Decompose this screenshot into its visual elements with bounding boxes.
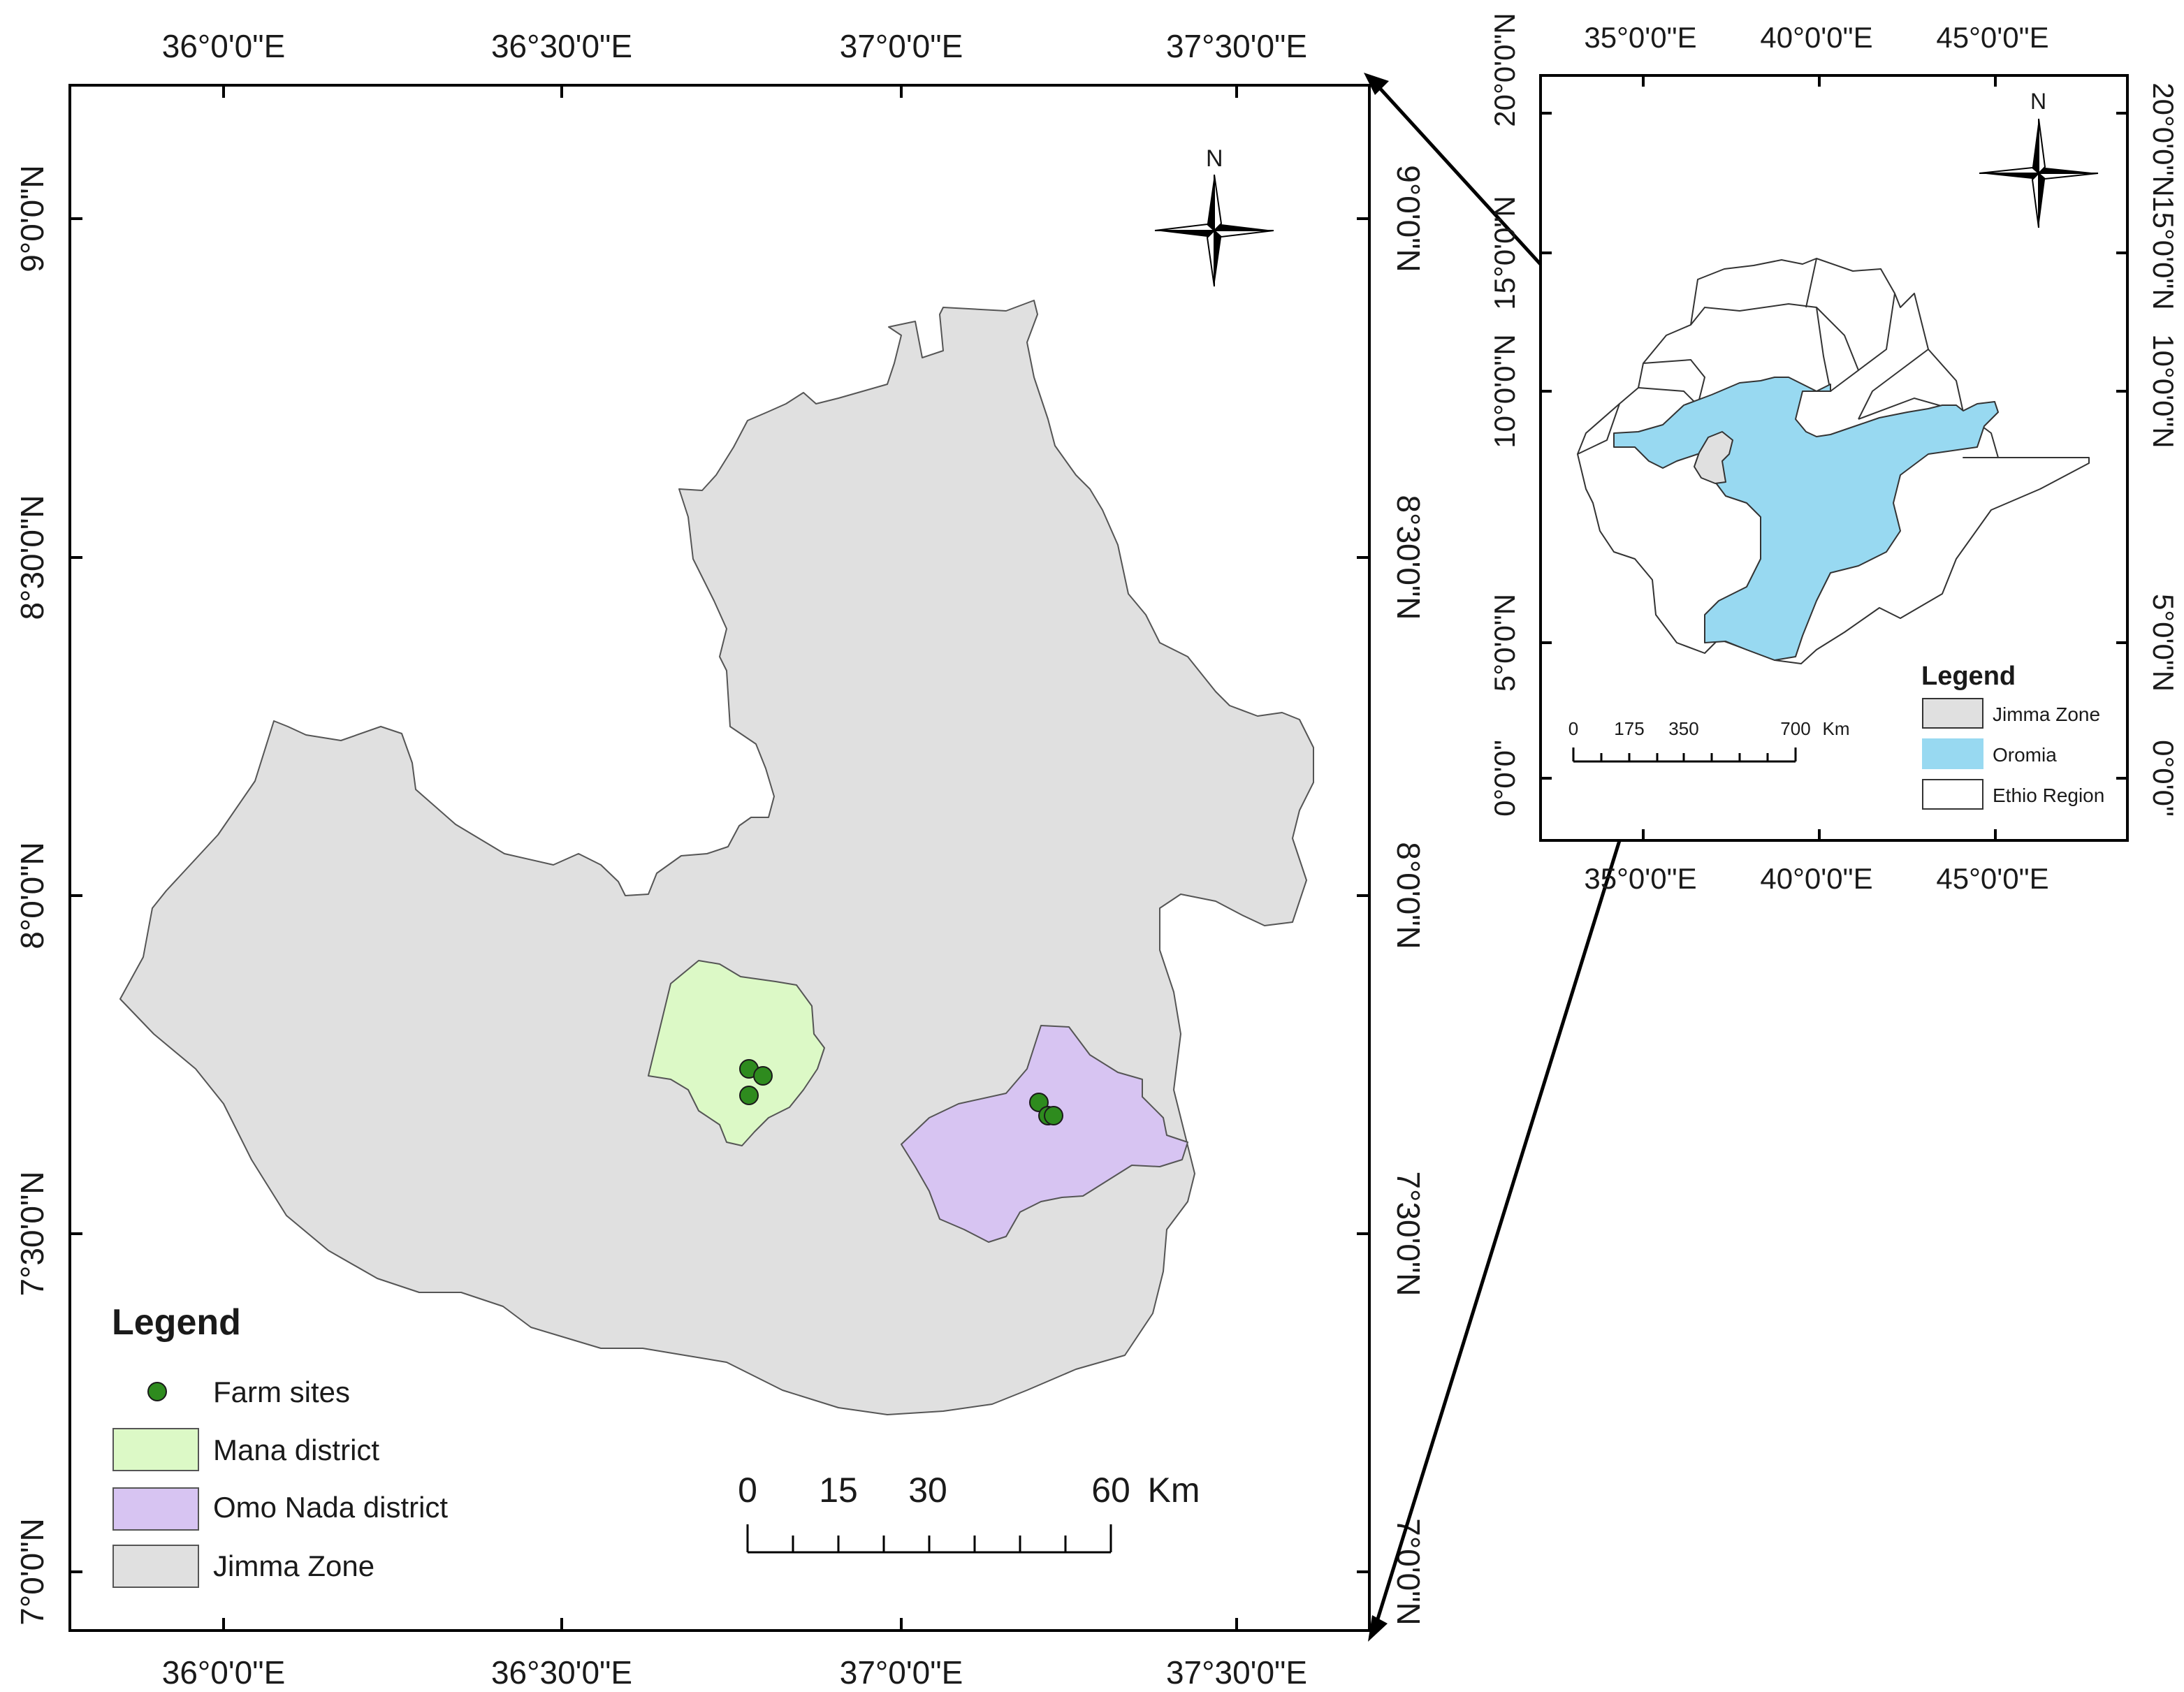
legend-item-label: Farm sites xyxy=(213,1376,350,1408)
lon-label: 40°0'0"E xyxy=(1760,862,1872,895)
legend-jimma-swatch xyxy=(112,1545,199,1588)
main-legend: Legend Farm sites Mana district Omo Nada… xyxy=(112,1302,448,1588)
main-map-ticks xyxy=(70,85,1369,1631)
scale-label: 350 xyxy=(1668,718,1698,739)
inset-map: N 35°0'0"E 40°0'0"E 45°0'0"E 35°0'0"E 40… xyxy=(1488,13,2180,895)
legend-item-label: Omo Nada district xyxy=(213,1491,448,1524)
lat-label: 8°30'0"N xyxy=(14,495,50,620)
lat-label: 15°0'0"N xyxy=(1488,196,1521,310)
lat-label: 0°0'0" xyxy=(2147,740,2180,817)
main-left-lat-labels: 9°0'0"N 8°30'0"N 8°0'0"N 7°30'0"N 7°0'0"… xyxy=(14,165,50,1625)
inset-map-ticks xyxy=(1541,75,2127,840)
lon-label: 37°30'0"E xyxy=(1166,1654,1307,1691)
scale-label: 0 xyxy=(738,1471,757,1510)
lat-label: 5°0'0"N xyxy=(2147,594,2180,692)
farm-site xyxy=(1029,1093,1049,1112)
scale-label: 60 xyxy=(1091,1471,1130,1510)
ethiopia-region-borders xyxy=(1577,258,1964,455)
lon-label: 37°30'0"E xyxy=(1166,28,1307,64)
lat-label: 9°0'0"N xyxy=(14,165,50,272)
legend-mana-swatch xyxy=(112,1428,199,1471)
omo-nada-district-polygon xyxy=(901,1025,1188,1243)
lon-label: 40°0'0"E xyxy=(1760,21,1872,54)
farm-site xyxy=(753,1066,773,1086)
lat-label: 8°30'0"N xyxy=(1390,495,1427,620)
scale-label: 700 xyxy=(1780,718,1810,739)
lon-label: 35°0'0"E xyxy=(1584,21,1696,54)
inset-legend: Legend Jimma Zone Oromia Ethio Region xyxy=(1921,662,2104,810)
legend-title: Legend xyxy=(112,1302,241,1343)
lon-label: 36°30'0"E xyxy=(491,1654,632,1691)
lat-label: 8°0'0"N xyxy=(1390,842,1427,949)
inset-north-arrow-icon: N xyxy=(1979,89,2099,228)
lat-label: 10°0'0"N xyxy=(1488,334,1521,448)
legend-item-label: Jimma Zone xyxy=(1993,703,2100,725)
scale-label: 15 xyxy=(819,1471,858,1510)
legend-jimma-swatch xyxy=(1922,698,1983,729)
legend-item-label: Ethio Region xyxy=(1993,785,2104,806)
legend-title: Legend xyxy=(1921,662,2016,691)
farm-site xyxy=(1044,1106,1063,1125)
scale-unit: Km xyxy=(1148,1471,1200,1510)
scale-label: 0 xyxy=(1568,718,1578,739)
lat-label: 8°0'0"N xyxy=(14,842,50,949)
scale-unit: Km xyxy=(1823,718,1850,739)
legend-farm-site-symbol xyxy=(147,1382,167,1401)
inset-bottom-lon-labels: 35°0'0"E 40°0'0"E 45°0'0"E xyxy=(1584,862,2048,895)
legend-item-label: Oromia xyxy=(1993,744,2057,766)
inset-left-lat-labels: 20°0'0"N 15°0'0"N 10°0'0"N 5°0'0"N 0°0'0… xyxy=(1488,13,1521,817)
lon-label: 36°0'0"E xyxy=(162,28,286,64)
inset-scale-bar: 0 175 350 700 Km xyxy=(1568,718,1850,763)
lon-label: 36°30'0"E xyxy=(491,28,632,64)
lat-label: 7°30'0"N xyxy=(1390,1171,1427,1296)
lon-label: 45°0'0"E xyxy=(1936,862,2048,895)
lon-label: 45°0'0"E xyxy=(1936,21,2048,54)
lon-label: 37°0'0"E xyxy=(840,28,963,64)
inset-right-lat-labels: 20°0'0"N 15°0'0"N 10°0'0"N 5°0'0"N 0°0'0… xyxy=(2147,82,2180,817)
mana-district-polygon xyxy=(648,960,825,1146)
lat-label: 7°0'0"N xyxy=(1390,1518,1427,1625)
lat-label: 7°0'0"N xyxy=(14,1518,50,1625)
lat-label: 0°0'0" xyxy=(1488,740,1521,817)
farm-site xyxy=(739,1086,759,1105)
lon-label: 37°0'0"E xyxy=(840,1654,963,1691)
legend-item-label: Mana district xyxy=(213,1434,379,1466)
legend-ethio-region-white xyxy=(1922,779,1983,810)
legend-oromia-swatch xyxy=(1922,738,1983,769)
main-map: N 36°0'0"E 36°30'0"E 37°0'0"E 37°30'0"E … xyxy=(14,28,1427,1691)
inset-jimma-zone-polygon xyxy=(1694,431,1733,484)
lat-label: 20°0'0"N xyxy=(2147,82,2180,197)
main-right-lat-labels: 9°0'0"N 8°30'0"N 8°0'0"N 7°30'0"N 7°0'0"… xyxy=(1390,165,1427,1625)
scale-label: 30 xyxy=(908,1471,947,1510)
main-scale-bar: 0 15 30 60 Km xyxy=(738,1471,1200,1554)
lat-label: 20°0'0"N xyxy=(1488,13,1521,127)
lat-label: 7°30'0"N xyxy=(14,1171,50,1296)
north-arrow-icon: N xyxy=(1154,145,1274,287)
north-arrow-label: N xyxy=(1206,145,1223,172)
legend-item-label: Jimma Zone xyxy=(213,1549,374,1582)
inset-north-arrow-label: N xyxy=(2030,89,2046,114)
lat-label: 10°0'0"N xyxy=(2147,334,2180,448)
farm-sites xyxy=(739,1059,1063,1125)
lon-label: 36°0'0"E xyxy=(162,1654,286,1691)
scale-label: 175 xyxy=(1614,718,1644,739)
lat-label: 15°0'0"N xyxy=(2147,196,2180,310)
main-bottom-lon-labels: 36°0'0"E 36°30'0"E 37°0'0"E 37°30'0"E xyxy=(162,1654,1307,1691)
main-top-lon-labels: 36°0'0"E 36°30'0"E 37°0'0"E 37°30'0"E xyxy=(162,28,1307,64)
legend-omo-nada-swatch xyxy=(112,1487,199,1531)
lat-label: 5°0'0"N xyxy=(1488,594,1521,692)
lon-label: 35°0'0"E xyxy=(1584,862,1696,895)
inset-top-lon-labels: 35°0'0"E 40°0'0"E 45°0'0"E xyxy=(1584,21,2048,54)
lat-label: 9°0'0"N xyxy=(1390,165,1427,272)
